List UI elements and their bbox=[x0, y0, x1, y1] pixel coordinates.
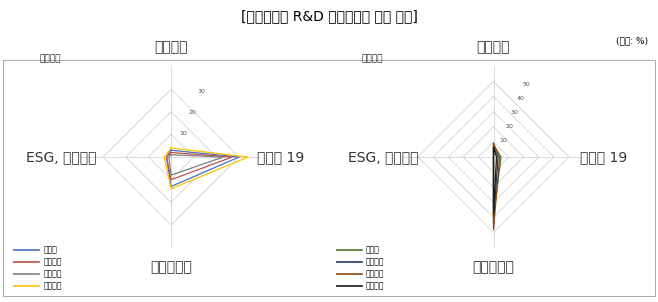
Text: 중견기업: 중견기업 bbox=[43, 257, 62, 266]
Text: (단위: %): (단위: %) bbox=[616, 36, 648, 45]
Text: [주요이슈가 R&D 과제수행에 미친 영향]: [주요이슈가 R&D 과제수행에 미친 영향] bbox=[241, 9, 417, 23]
Text: 대기업: 대기업 bbox=[366, 245, 380, 254]
Text: 중도포기: 중도포기 bbox=[39, 54, 61, 63]
Text: 벤처기업: 벤처기업 bbox=[366, 269, 384, 278]
Text: 중견기업: 중견기업 bbox=[366, 257, 384, 266]
Text: 대기업: 대기업 bbox=[43, 245, 57, 254]
Text: 중소기업: 중소기업 bbox=[366, 281, 384, 290]
Text: 벤처기업: 벤처기업 bbox=[43, 269, 62, 278]
Text: 중소기업: 중소기업 bbox=[43, 281, 62, 290]
Text: 신규진행: 신규진행 bbox=[362, 54, 384, 63]
